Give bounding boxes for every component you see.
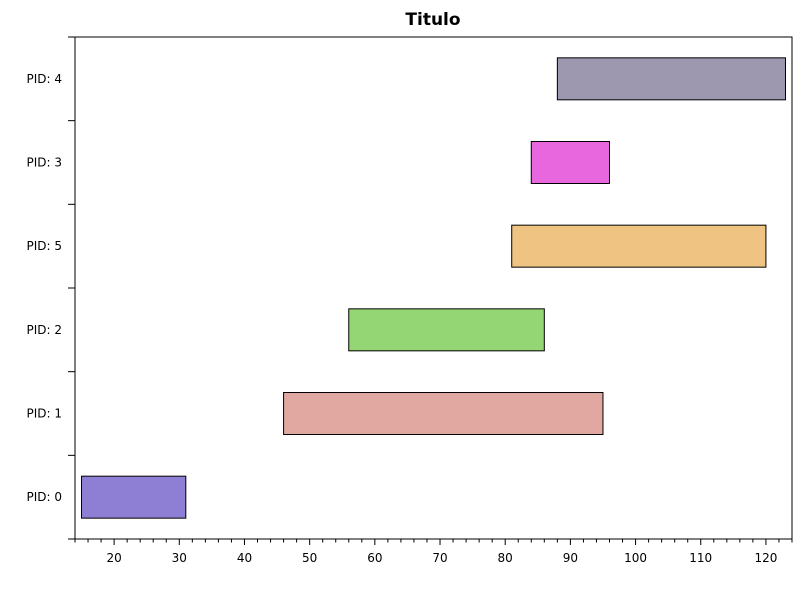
y-tick-label: PID: 3 xyxy=(26,156,62,170)
x-tick-label: 120 xyxy=(754,551,777,565)
chart-title: Titulo xyxy=(405,10,460,30)
x-tick-label: 20 xyxy=(106,551,121,565)
y-tick-label: PID: 5 xyxy=(26,239,62,253)
x-tick-label: 40 xyxy=(237,551,252,565)
x-tick-label: 60 xyxy=(367,551,382,565)
y-tick-label: PID: 1 xyxy=(26,407,62,421)
x-tick-label: 80 xyxy=(498,551,513,565)
bar-pid-3 xyxy=(530,141,610,184)
x-tick-label: 70 xyxy=(432,551,447,565)
y-tick-label: PID: 4 xyxy=(26,72,62,86)
x-tick-label: 110 xyxy=(689,551,712,565)
y-axis: PID: 0 PID: 1 PID: 2 PID: 5 PID: 3 PID: 4 xyxy=(26,36,75,540)
y-tick-label: PID: 2 xyxy=(26,323,62,337)
bar-pid-2 xyxy=(348,308,545,352)
bar-pid-5 xyxy=(511,224,767,268)
bars-group xyxy=(81,57,786,519)
bar-pid-0 xyxy=(81,475,187,519)
y-tick-label: PID: 0 xyxy=(26,490,62,504)
x-tick-label: 100 xyxy=(624,551,647,565)
x-tick-label: 30 xyxy=(172,551,187,565)
plot-area-frame xyxy=(74,36,793,540)
x-axis: 20 30 40 50 60 70 80 90 100 110 120 xyxy=(74,539,793,565)
bar-pid-4 xyxy=(556,57,786,101)
bar-pid-1 xyxy=(283,392,604,435)
x-tick-label: 50 xyxy=(302,551,317,565)
x-tick-label: 90 xyxy=(563,551,578,565)
